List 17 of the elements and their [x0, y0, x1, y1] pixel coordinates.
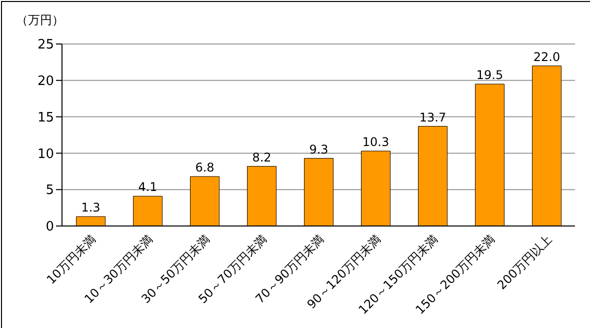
- data-label: 10.3: [362, 135, 390, 150]
- data-label: 1.3: [81, 200, 100, 215]
- y-tick-label: 10: [37, 146, 54, 162]
- y-tick-label: 5: [46, 183, 54, 198]
- y-tick-label: 20: [37, 74, 54, 90]
- data-label: 8.2: [252, 150, 272, 164]
- data-label: 19.5: [476, 68, 504, 82]
- data-label: 9.3: [309, 142, 328, 156]
- y-tick-label: 25: [37, 38, 54, 53]
- data-label: 13.7: [419, 110, 446, 124]
- y-axis-title: （万円）: [16, 12, 64, 29]
- x-tick-label: 10万円未満: [44, 232, 99, 287]
- y-tick-label: 0: [46, 220, 54, 235]
- data-label: 4.1: [138, 180, 158, 194]
- data-label: 6.8: [195, 160, 214, 174]
- y-tick-label: 15: [37, 110, 54, 126]
- data-label: 22.0: [533, 50, 560, 64]
